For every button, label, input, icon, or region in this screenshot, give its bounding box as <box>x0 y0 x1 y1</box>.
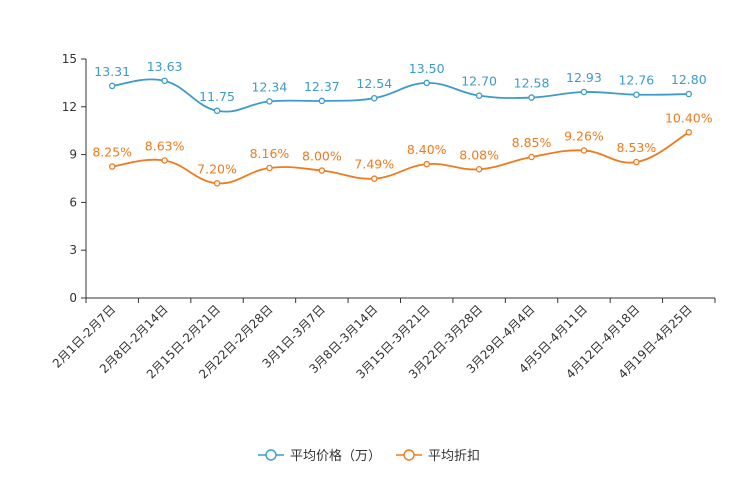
data-label: 12.37 <box>304 79 340 94</box>
legend-item-1[interactable]: 平均价格（万） <box>258 448 381 464</box>
data-point[interactable] <box>633 158 640 166</box>
data-label: 13.63 <box>147 59 183 74</box>
data-label: 8.63% <box>145 138 185 153</box>
data-label: 8.00% <box>302 149 342 164</box>
data-point[interactable] <box>266 164 273 172</box>
series-1: 13.31 13.63 11.75 12.34 12.37 12.54 13.50 12.70… <box>94 59 707 115</box>
data-label: 8.53% <box>617 140 657 155</box>
data-label: 8.85% <box>512 135 552 150</box>
data-label: 7.20% <box>197 161 237 176</box>
data-point[interactable] <box>371 94 378 102</box>
data-point[interactable] <box>475 166 483 173</box>
data-point[interactable] <box>528 94 535 101</box>
y-tick-label: 12 <box>62 100 77 114</box>
data-point[interactable] <box>528 153 535 161</box>
data-point[interactable] <box>318 97 326 105</box>
data-label: 13.31 <box>94 64 130 79</box>
y-tick-label: 6 <box>69 195 77 209</box>
series-line <box>112 131 690 185</box>
data-point[interactable] <box>108 163 116 170</box>
data-point[interactable] <box>161 77 168 85</box>
data-point[interactable] <box>318 167 326 174</box>
series-2: 8.25% 8.63% 7.20% 8.16% 8.00% 7.49% 8.40% 8.08%… <box>92 110 713 187</box>
data-label: 8.16% <box>250 146 290 161</box>
data-point[interactable] <box>475 92 483 99</box>
legend-item-2[interactable]: 平均折扣 <box>396 449 480 464</box>
data-point[interactable] <box>423 79 430 87</box>
series-line <box>112 78 689 113</box>
series-layer: 13.31 13.63 11.75 12.34 12.37 12.54 13.50 12.70… <box>92 59 713 187</box>
data-label: 12.76 <box>618 73 654 88</box>
data-label: 9.26% <box>564 128 604 143</box>
data-point[interactable] <box>161 157 168 164</box>
data-label: 8.25% <box>92 145 132 160</box>
legend-marker-icon <box>265 449 277 461</box>
data-point[interactable] <box>213 180 221 187</box>
legend[interactable]: 平均价格（万） 平均折扣 <box>258 448 480 464</box>
data-label: 13.50 <box>409 61 445 76</box>
data-label: 12.93 <box>566 70 602 85</box>
data-point[interactable] <box>685 129 693 136</box>
data-label: 8.40% <box>407 142 447 157</box>
y-tick-label: 3 <box>69 243 77 257</box>
data-label: 7.49% <box>354 157 394 172</box>
y-tick-label: 15 <box>62 52 77 66</box>
data-point[interactable] <box>580 147 588 154</box>
data-label: 12.34 <box>252 79 288 94</box>
data-label: 12.70 <box>461 74 497 89</box>
data-point[interactable] <box>108 82 116 90</box>
data-point[interactable] <box>685 90 693 98</box>
data-point[interactable] <box>633 91 640 98</box>
data-point[interactable] <box>580 88 588 96</box>
y-tick-label: 0 <box>69 291 77 305</box>
axes: 036912152月1日-2月7日2月8日-2月14日2月15日-2月21日2月… <box>50 52 716 382</box>
data-point[interactable] <box>266 98 273 105</box>
data-point[interactable] <box>371 175 378 182</box>
data-label: 10.40% <box>665 110 713 125</box>
legend-label: 平均折扣 <box>428 449 480 464</box>
data-point[interactable] <box>423 160 430 168</box>
data-point[interactable] <box>213 107 221 115</box>
y-tick-label: 9 <box>69 148 77 162</box>
data-label: 11.75 <box>199 89 235 104</box>
data-label: 12.58 <box>514 76 550 91</box>
data-label: 12.54 <box>356 76 392 91</box>
data-label: 12.80 <box>671 72 707 87</box>
legend-label: 平均价格（万） <box>290 448 381 464</box>
legend-marker-icon <box>403 449 415 461</box>
data-label: 8.08% <box>459 147 499 162</box>
